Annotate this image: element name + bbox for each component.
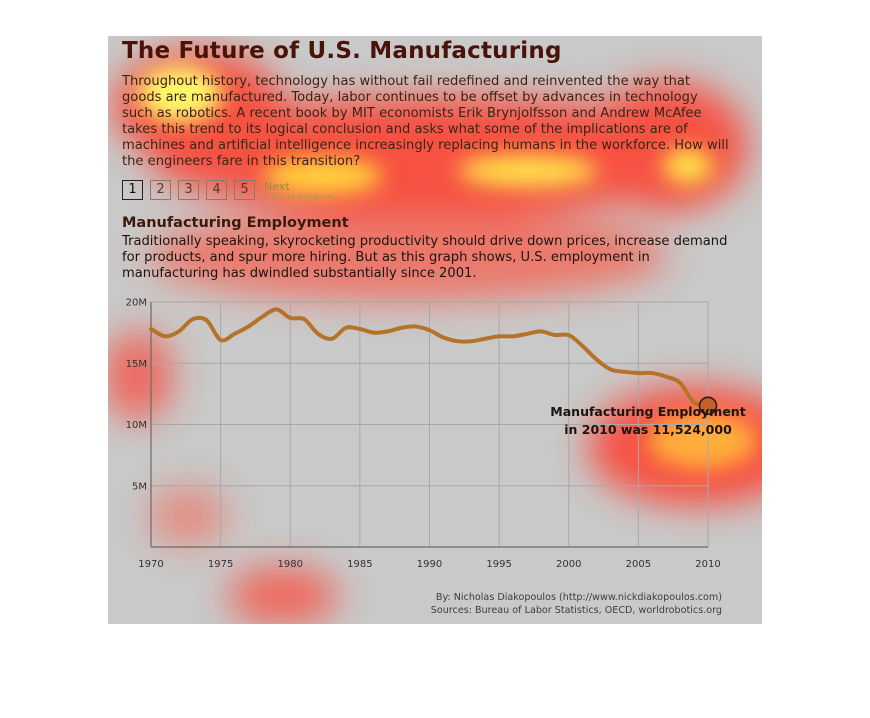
credits: By: Nicholas Diakopoulos (http://www.nic… (431, 591, 722, 617)
y-tick-label: 10M (126, 420, 147, 431)
endpoint-marker[interactable] (698, 396, 718, 416)
byline: By: Nicholas Diakopoulos (http://www.nic… (435, 592, 722, 603)
heat-blob (148, 211, 668, 301)
x-tick-label: 2005 (626, 559, 651, 570)
annotation-label: in 2010 was 11,524,000 (564, 422, 732, 437)
heat-blob (263, 158, 383, 194)
x-tick-label: 1990 (417, 559, 442, 570)
heat-blob (648, 413, 758, 469)
heat-blob (138, 66, 222, 122)
y-tick-label: 5M (132, 481, 147, 492)
next-button[interactable]: Next (264, 180, 290, 193)
x-tick-label: 1980 (278, 559, 303, 570)
heat-blob (458, 155, 598, 187)
x-tick-label: 2010 (695, 559, 720, 570)
intro-paragraph: Throughout history, technology has witho… (122, 74, 729, 169)
section-title: Manufacturing Employment (122, 215, 349, 231)
page-button-1[interactable]: 1 (122, 180, 143, 200)
page-title: The Future of U.S. Manufacturing (122, 38, 562, 64)
employment-series-line (149, 307, 710, 409)
heat-blob (148, 486, 228, 546)
page-button-2[interactable]: 2 (150, 180, 171, 200)
next-hint: (click to advance) (264, 192, 336, 201)
attention-heatmap-overlay (108, 51, 762, 624)
x-tick-label: 1995 (486, 559, 511, 570)
section-description: Traditionally speaking, skyrocketing pro… (122, 234, 728, 281)
page-button-3[interactable]: 3 (178, 180, 199, 200)
y-tick-label: 15M (126, 359, 147, 370)
sources: Sources: Bureau of Labor Statistics, OEC… (430, 605, 722, 616)
y-tick-label: 20M (126, 298, 147, 309)
employment-line-chart: 20M 15M 10M 5M 1970 1975 1980 1985 1990 1995 2000 2… (126, 298, 746, 571)
infographic-panel: The Future of U.S. Manufacturing Through… (108, 36, 762, 624)
page-button-5[interactable]: 5 (234, 180, 255, 200)
x-tick-label: 1970 (138, 559, 163, 570)
x-tick-label: 2000 (556, 559, 581, 570)
heat-blob (228, 566, 338, 624)
heat-blob (663, 148, 713, 184)
x-tick-label: 1975 (208, 559, 233, 570)
x-tick-label: 1985 (347, 559, 372, 570)
heat-blob (108, 331, 173, 421)
heat-blob (588, 81, 748, 211)
annotation-label: Manufacturing Employment (550, 404, 745, 419)
page-button-4[interactable]: 4 (206, 180, 227, 200)
